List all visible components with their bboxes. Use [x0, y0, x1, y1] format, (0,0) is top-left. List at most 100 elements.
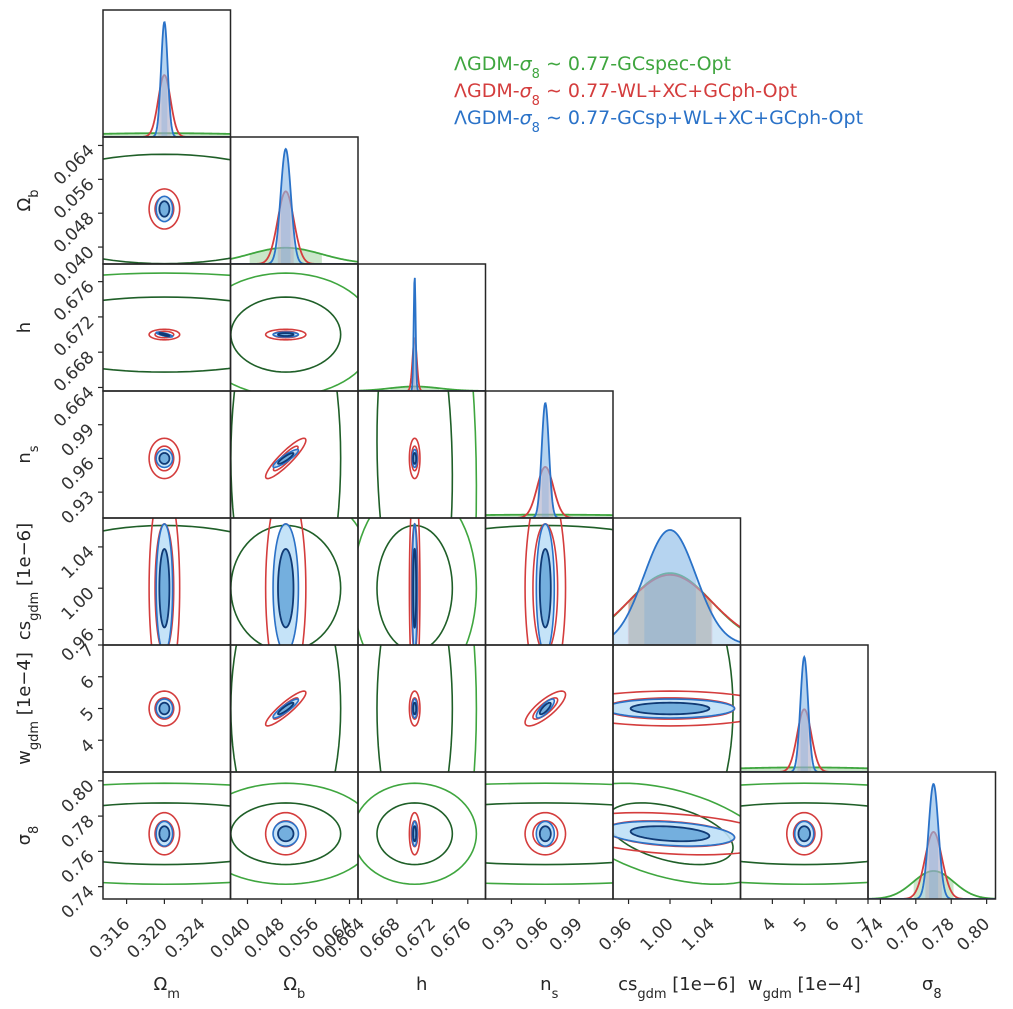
legend-entry-wlxcgcph: ΛGDM-σ8 ∼ 0.77-WL+XC+GCph-Opt — [454, 80, 797, 109]
contour-combined-68 — [631, 703, 710, 715]
x-tick-label-csgdm: 1.00 — [637, 914, 678, 955]
panel-h-vs-Ob — [196, 273, 376, 396]
x-axis-label-ns-subscript: s — [552, 987, 559, 1002]
y-axis-label-ns-symbol: n — [14, 452, 35, 463]
panel-ns-vs-h — [353, 151, 476, 767]
pdf-wlxcgcph-curve — [358, 338, 486, 391]
x-axis-label-ns-symbol: n — [540, 974, 551, 995]
contour-combined-68 — [278, 826, 294, 841]
panel-1d-h — [358, 278, 486, 391]
y-axis-label-csgdm-subscript: gdm — [27, 592, 42, 621]
x-axis-label-csgdm-unit: [1e−6] — [667, 974, 736, 995]
y-axis-label-wgdm-symbol: w — [14, 750, 35, 765]
x-tick-label-Om: 0.324 — [161, 914, 210, 963]
pdf-combined-fill — [231, 149, 359, 264]
legend-sigma: σ — [520, 107, 533, 129]
x-tick-label-wgdm: 4 — [758, 914, 780, 936]
x-tick-label-s8: 0.80 — [953, 914, 994, 955]
x-tick-label-ns: 0.99 — [546, 914, 587, 955]
y-tick-label-wgdm: 7 — [77, 640, 99, 662]
x-tick-label-Om: 0.316 — [86, 914, 135, 963]
legend-entry-combined: ΛGDM-σ8 ∼ 0.77-GCsp+WL+XC+GCph-Opt — [454, 107, 863, 136]
x-axis-label-Om-symbol: Ω — [154, 974, 168, 995]
y-axis-label-Ob-subscript: b — [27, 189, 42, 197]
legend-prefix: ΛGDM- — [454, 53, 520, 75]
panel-s8-vs-Ob — [196, 783, 376, 884]
y-tick-label-csgdm: 1.04 — [58, 542, 99, 583]
y-tick-label-wgdm: 4 — [77, 736, 99, 758]
x-axis-label-csgdm: csgdm [1e−6] — [618, 974, 735, 1002]
x-axis-label-s8-symbol: σ — [922, 974, 933, 995]
legend-suffix: ∼ 0.77-GCsp+WL+XC+GCph-Opt — [540, 107, 863, 129]
y-tick-label-s8: 0.74 — [58, 882, 99, 923]
x-tick-label-csgdm: 0.96 — [595, 914, 636, 955]
legend-sigma: σ — [520, 80, 533, 102]
x-tick-label-s8: 0.74 — [847, 914, 888, 955]
x-axis-label-h-symbol: h — [416, 974, 427, 995]
contour-combined-68 — [278, 333, 294, 336]
x-tick-label-csgdm: 1.04 — [678, 914, 719, 955]
panel-1d-Ob — [231, 149, 359, 264]
panel-frame — [358, 264, 486, 391]
x-axis-label-wgdm-subscript: gdm — [763, 987, 792, 1002]
legend-sigma: σ — [520, 53, 533, 75]
y-axis-label-h-symbol: h — [14, 322, 35, 333]
panel-s8-vs-ns — [236, 783, 854, 884]
contour-combined-68 — [540, 549, 551, 627]
y-axis-label-wgdm-unit: [1e−4] — [14, 652, 35, 721]
x-axis-label-Ob: Ωb — [283, 974, 305, 1002]
legend-prefix: ΛGDM- — [454, 80, 520, 102]
panel-csgdm-vs-Ob — [196, 483, 376, 694]
panel-1d-ns — [486, 403, 614, 518]
panel-1d-wgdm — [741, 657, 869, 772]
pdf-combined-fill — [741, 657, 869, 772]
x-tick-label-s8: 0.76 — [882, 914, 923, 955]
y-tick-label-ns: 0.93 — [58, 488, 99, 529]
x-tick-label-s8: 0.78 — [918, 914, 959, 955]
pdf-combined-curve — [358, 278, 486, 391]
x-tick-label-ns: 0.96 — [512, 914, 553, 955]
legend-sigma-subscript: 8 — [532, 67, 540, 82]
contour-combined-68 — [798, 826, 810, 841]
legend-suffix: ∼ 0.77-GCspec-Opt — [540, 53, 731, 75]
x-tick-label-wgdm: 6 — [822, 914, 844, 936]
x-axis-label-Ob-symbol: Ω — [283, 974, 297, 995]
x-axis-label-Om-subscript: m — [167, 987, 180, 1002]
legend-sigma-subscript: 8 — [532, 94, 540, 109]
legend-suffix: ∼ 0.77-WL+XC+GCph-Opt — [540, 80, 797, 102]
contour-combined-68 — [413, 703, 416, 715]
contour-combined-68 — [159, 549, 169, 627]
contour-combined-68 — [159, 703, 169, 715]
x-tick-label-ns: 0.93 — [478, 914, 519, 955]
y-tick-label-s8: 0.78 — [58, 811, 99, 852]
y-tick-label-wgdm: 5 — [77, 704, 99, 726]
y-axis-label-s8: σ8 — [14, 826, 42, 846]
y-tick-label-csgdm: 1.00 — [58, 584, 99, 625]
y-tick-label-s8: 0.76 — [58, 847, 99, 888]
x-axis-label-wgdm: wgdm [1e−4] — [748, 974, 861, 1002]
x-axis-label-Ob-subscript: b — [297, 987, 305, 1002]
legend-entry-gcspec: ΛGDM-σ8 ∼ 0.77-GCspec-Opt — [454, 53, 731, 82]
y-tick-label-ns: 0.96 — [58, 454, 99, 495]
contour-combined-68 — [413, 826, 416, 841]
panel-1d-s8 — [868, 784, 996, 899]
panel-1d-Om — [103, 22, 231, 137]
x-axis-label-wgdm-symbol: w — [748, 974, 763, 995]
x-axis-label-Om: Ωm — [154, 974, 180, 1002]
x-tick-label-h: 0.676 — [427, 914, 476, 963]
legend-sigma-subscript: 8 — [532, 121, 540, 136]
contour-combined-68 — [159, 201, 169, 216]
x-tick-label-wgdm: 5 — [790, 914, 812, 936]
x-axis-label-csgdm-symbol: cs — [618, 974, 637, 995]
x-axis-label-wgdm-unit: [1e−4] — [792, 974, 861, 995]
x-axis-label-ns: ns — [540, 974, 558, 1002]
panel-csgdm-vs-h — [353, 483, 476, 694]
panel-s8-vs-h — [353, 783, 476, 884]
x-axis-label-s8: σ8 — [922, 974, 942, 1002]
y-axis-label-s8-subscript: 8 — [27, 826, 42, 834]
panel-1d-csgdm — [613, 530, 741, 645]
panel-s8-vs-csgdm — [564, 783, 776, 884]
x-axis-label-s8-subscript: 8 — [933, 987, 941, 1002]
